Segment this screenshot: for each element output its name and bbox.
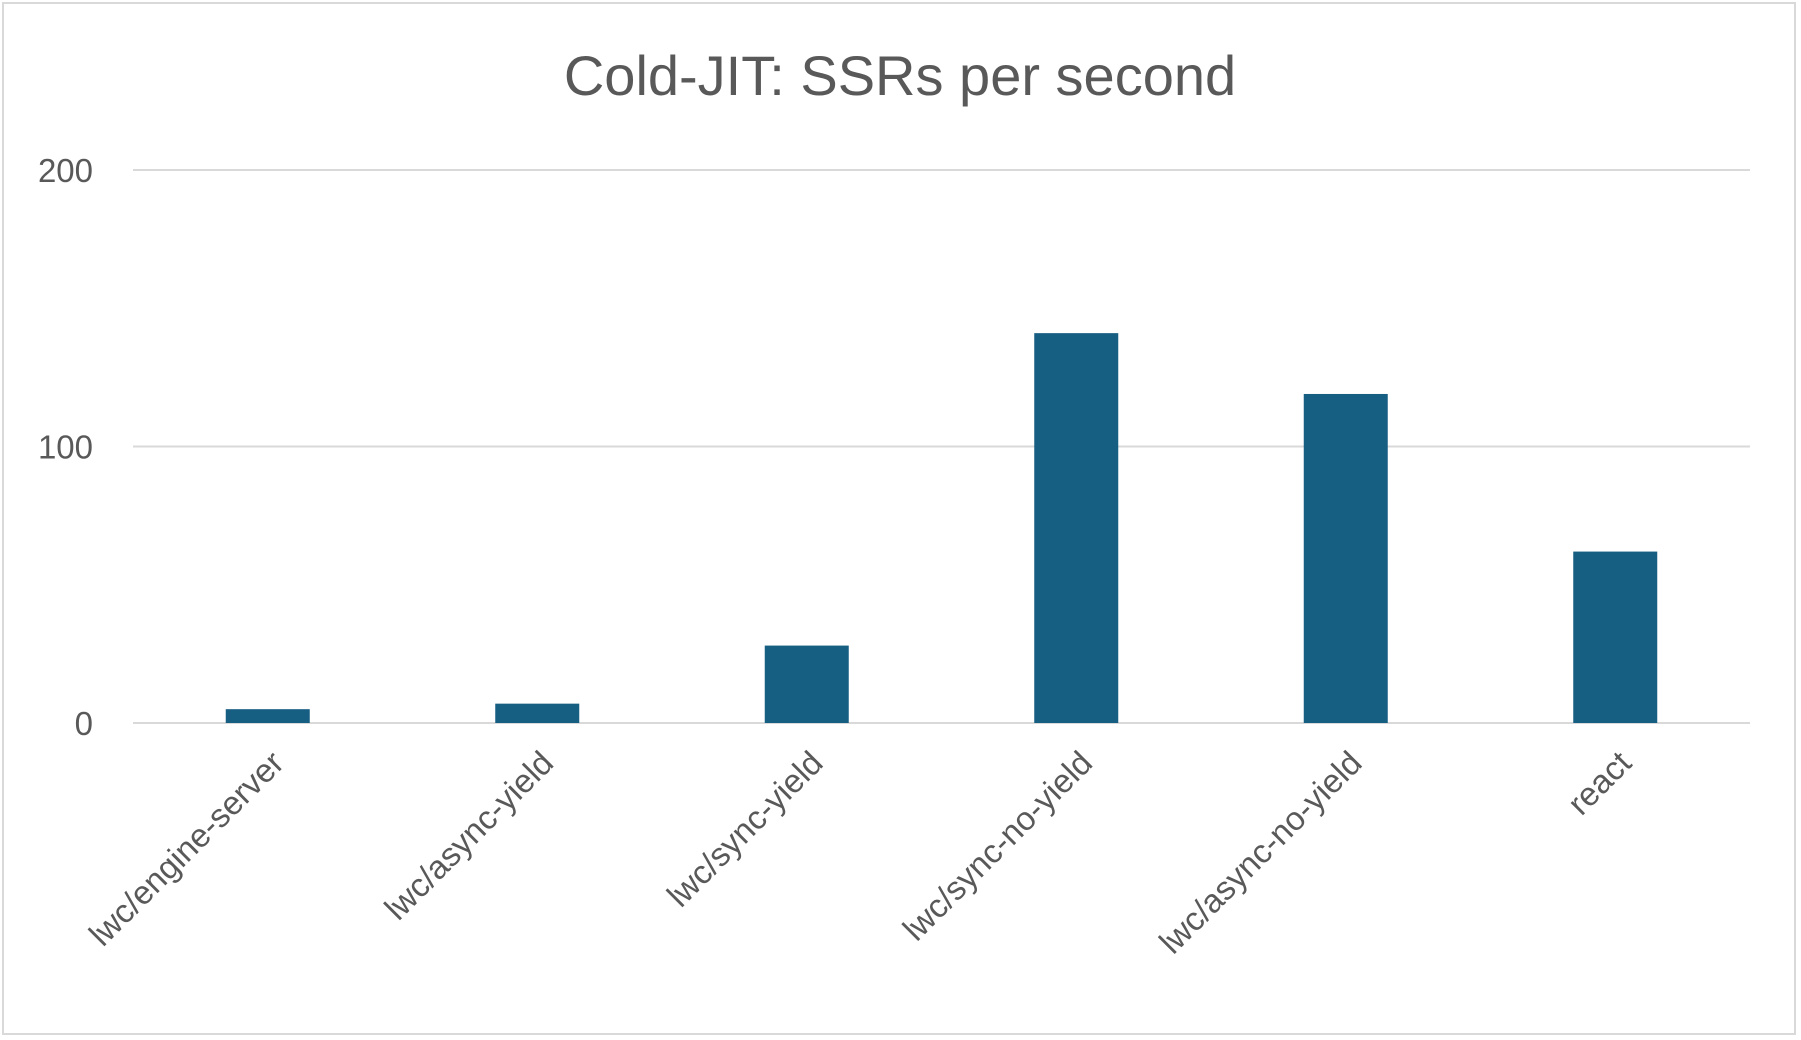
x-category-label: lwc/engine-server	[82, 744, 291, 953]
bar-lwc-sync-no-yield	[1034, 333, 1119, 723]
y-axis-tick-labels: 0 100 200	[38, 152, 93, 742]
bar-lwc-async-no-yield	[1303, 393, 1388, 723]
y-tick-label: 100	[38, 429, 93, 466]
bar-lwc-sync-yield	[764, 645, 849, 723]
x-category-label: lwc/async-no-yield	[1152, 744, 1369, 961]
x-category-label: lwc/sync-yield	[660, 744, 830, 914]
x-category-label: react	[1560, 744, 1638, 822]
y-tick-label: 0	[75, 705, 93, 742]
gridlines	[133, 169, 1750, 724]
bars	[225, 333, 1658, 723]
x-category-label: lwc/async-yield	[377, 744, 560, 927]
x-axis-category-labels: lwc/engine-server lwc/async-yield lwc/sync…	[82, 744, 1639, 961]
bar-lwc-engine-server	[225, 709, 310, 723]
bar-react	[1573, 551, 1658, 723]
bar-lwc-async-yield	[495, 703, 580, 723]
chart-title: Cold-JIT: SSRs per second	[564, 44, 1236, 107]
y-tick-label: 200	[38, 152, 93, 189]
x-category-label: lwc/sync-no-yield	[895, 744, 1099, 948]
